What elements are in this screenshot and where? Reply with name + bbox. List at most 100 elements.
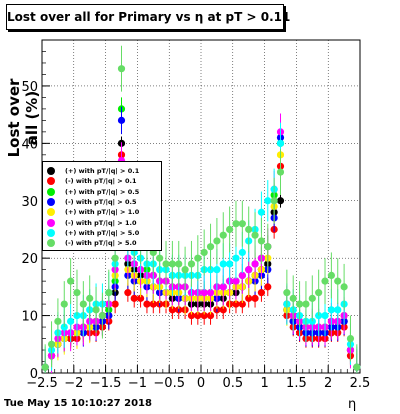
- data-point: [168, 260, 176, 268]
- data-point: [327, 306, 335, 314]
- legend: (+) with pT/|q| > 0.1 (-) with pT/|q| > 0…: [42, 161, 162, 251]
- x-tick-label: −2: [64, 376, 83, 391]
- data-point: [168, 306, 176, 314]
- data-point: [162, 260, 170, 268]
- data-point: [92, 306, 100, 314]
- legend-marker-icon: [47, 208, 55, 217]
- data-point: [200, 311, 208, 320]
- data-point: [346, 334, 355, 343]
- data-point: [264, 243, 272, 251]
- data-point: [321, 277, 329, 285]
- legend-entry: (+) with pT/|q| > 0.1: [47, 166, 139, 176]
- data-point: [41, 363, 49, 371]
- data-point: [124, 289, 132, 297]
- data-point: [245, 266, 253, 274]
- x-tick-label: 0: [197, 376, 205, 391]
- x-tick-label: −0.5: [153, 376, 185, 391]
- data-point: [289, 294, 297, 302]
- legend-entry: (-) with pT/|q| > 1.0: [47, 218, 136, 228]
- chart-title: Lost over all for Primary vs η at pT > 0…: [7, 10, 291, 24]
- x-tick-label: −2.5: [26, 376, 58, 391]
- x-axis-label: η: [348, 397, 357, 412]
- data-point: [238, 248, 246, 257]
- data-point: [213, 266, 221, 274]
- data-point: [276, 139, 285, 147]
- data-point: [219, 260, 227, 268]
- timestamp: Tue May 15 10:10:27 2018: [4, 398, 152, 409]
- data-point: [181, 266, 189, 274]
- data-point: [334, 306, 342, 314]
- y-tick-label: 50: [21, 80, 38, 95]
- x-tick-label: 1.5: [286, 376, 307, 391]
- legend-entry: (+) with pT/|q| > 5.0: [47, 228, 139, 238]
- data-point: [111, 254, 119, 262]
- legend-label: (-) with pT/|q| > 1.0: [65, 218, 137, 227]
- data-point: [219, 306, 227, 314]
- data-point: [251, 294, 259, 302]
- x-tick-label: 0.5: [222, 376, 243, 391]
- legend-marker-icon: [47, 218, 55, 227]
- data-point: [219, 231, 227, 239]
- data-point: [276, 197, 285, 205]
- data-point: [156, 254, 164, 262]
- data-point: [143, 300, 151, 308]
- data-point: [194, 311, 202, 320]
- data-point: [245, 294, 253, 302]
- data-point: [60, 300, 68, 308]
- data-point: [327, 271, 335, 279]
- data-point: [79, 300, 87, 308]
- data-point: [105, 289, 113, 297]
- data-point: [194, 254, 202, 262]
- legend-marker-icon: [47, 177, 55, 186]
- data-point: [334, 277, 342, 285]
- data-point: [238, 220, 246, 228]
- data-point: [117, 116, 126, 124]
- y-tick-label: 10: [21, 310, 38, 325]
- data-point: [219, 283, 227, 291]
- data-point: [251, 231, 259, 239]
- data-point: [130, 294, 138, 302]
- legend-label: (+) with pT/|q| > 1.0: [65, 208, 140, 217]
- data-point: [245, 225, 253, 234]
- legend-entry: (+) with pT/|q| > 1.0: [47, 207, 139, 217]
- legend-marker-icon: [47, 228, 55, 237]
- legend-entry: (+) with pT/|q| > 0.5: [47, 187, 139, 197]
- data-point: [308, 294, 316, 302]
- data-point: [276, 168, 285, 176]
- data-point: [270, 197, 278, 205]
- data-point: [283, 289, 291, 297]
- legend-entry: (-) with pT/|q| > 5.0: [47, 238, 136, 248]
- data-point: [226, 260, 234, 268]
- legend-label: (+) with pT/|q| > 0.5: [65, 187, 140, 196]
- data-point: [226, 225, 234, 234]
- data-point: [111, 300, 119, 308]
- x-tick-label: 2: [324, 376, 332, 391]
- data-point: [206, 289, 215, 297]
- x-tick-label: 1: [260, 376, 268, 391]
- data-point: [200, 289, 208, 297]
- legend-entry: (-) with pT/|q| > 0.1: [47, 176, 136, 186]
- data-point: [264, 283, 272, 291]
- data-point: [67, 317, 75, 325]
- data-point: [238, 271, 246, 279]
- data-point: [302, 300, 310, 308]
- legend-label: (+) with pT/|q| > 5.0: [65, 228, 140, 237]
- data-point: [295, 300, 304, 308]
- data-point: [54, 317, 62, 325]
- data-point: [315, 289, 323, 297]
- data-point: [117, 65, 126, 73]
- y-axis-label: Lost over all (%): [5, 78, 41, 158]
- data-point: [86, 294, 94, 302]
- data-point: [98, 311, 107, 320]
- data-point: [200, 248, 208, 257]
- data-point: [232, 300, 240, 308]
- y-tick-label: 20: [21, 252, 38, 267]
- x-tick-label: 2.5: [350, 376, 371, 391]
- legend-marker-icon: [47, 197, 55, 206]
- data-point: [257, 289, 266, 297]
- legend-label: (+) with pT/|q| > 0.1: [65, 167, 140, 175]
- data-point: [232, 220, 240, 228]
- x-tick-label: −1: [128, 376, 147, 391]
- data-point: [257, 208, 266, 216]
- data-point: [67, 277, 75, 285]
